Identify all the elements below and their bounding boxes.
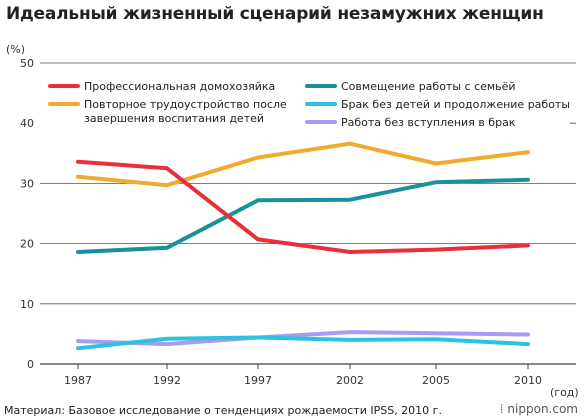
legend-label: Брак без детей и продолжение работы [341, 98, 570, 111]
series-line [76, 335, 530, 351]
y-tick-label: 40 [20, 117, 34, 130]
legend-label-line: Профессиональная домохозяйка [84, 80, 275, 93]
y-tick-label: 30 [20, 177, 34, 190]
series-line [76, 141, 530, 188]
logo-text: nippon.com [507, 402, 578, 416]
series-layer [76, 141, 530, 351]
x-tick-label: 2010 [514, 374, 542, 387]
legend-label-line: Повторное трудоустройство после [84, 98, 287, 111]
legend-label-line: Совмещение работы с семьёй [341, 80, 516, 93]
legend-label: Повторное трудоустройство после завершени… [84, 98, 287, 125]
chart-title: Идеальный жизненный сценарий незамужних … [6, 4, 544, 24]
y-tick-label: 50 [20, 57, 34, 70]
legend-label-line: завершения воспитания детей [84, 112, 264, 125]
x-tick-label: 2002 [336, 374, 364, 387]
legend-label-line: Брак без детей и продолжение работы [341, 98, 570, 111]
x-tick-label: 1987 [64, 374, 92, 387]
x-tick-label: 2005 [422, 374, 450, 387]
series-line [76, 330, 530, 347]
axis-layer: 0 10 20 30 40 50(%) 1987 1992 1997 2002 2005 2010 (г… [6, 43, 579, 399]
logo-mark-icon: ⁞ [499, 402, 504, 416]
legend-label: Работа без вступления в брак [341, 116, 516, 129]
x-tick-label: 1997 [244, 374, 272, 387]
legend: Профессиональная домохозяйка Совмещение р… [40, 70, 570, 136]
x-axis-unit-label: (год) [550, 386, 579, 399]
legend-label-line: Работа без вступления в брак [341, 116, 516, 129]
brand-logo: ⁞ nippon.com [500, 402, 578, 416]
y-tick-label: 0 [27, 358, 34, 371]
y-tick-label: 10 [20, 298, 34, 311]
series-line [76, 159, 530, 254]
legend-background [40, 70, 570, 136]
series-line [76, 177, 530, 254]
legend-label: Профессиональная домохозяйка [84, 80, 275, 93]
y-tick-label: 20 [20, 238, 34, 251]
y-axis-unit-label: (%) [6, 43, 25, 56]
legend-label: Совмещение работы с семьёй [341, 80, 516, 93]
x-tick-label: 1992 [153, 374, 181, 387]
source-note: Материал: Базовое исследование о тенденц… [4, 404, 442, 417]
